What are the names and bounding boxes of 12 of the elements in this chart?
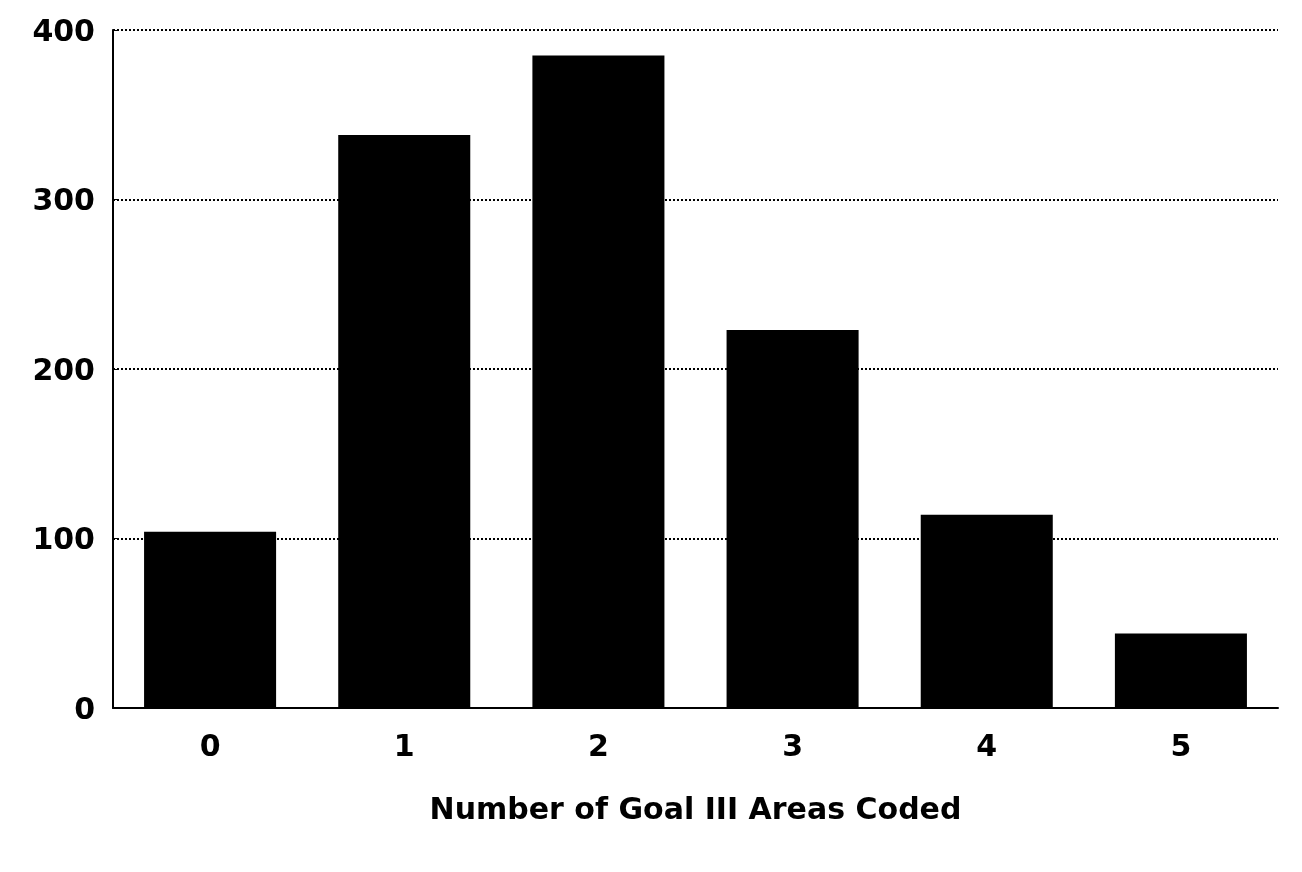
x-tick-label: 5 — [1170, 727, 1192, 763]
y-tick-label: 300 — [32, 182, 95, 217]
y-tick-label: 400 — [32, 12, 95, 48]
x-tick-label: 3 — [782, 727, 804, 763]
x-tick-label: 2 — [587, 727, 609, 763]
y-tick-label: 100 — [32, 521, 95, 556]
x-tick-label: 4 — [976, 727, 998, 763]
y-tick-label: 200 — [32, 351, 95, 387]
y-tick-label: 0 — [74, 690, 95, 726]
x-tick-label: 0 — [199, 727, 221, 763]
x-axis-title: Number of Goal III Areas Coded — [429, 790, 962, 826]
x-tick-label: 1 — [393, 727, 415, 763]
